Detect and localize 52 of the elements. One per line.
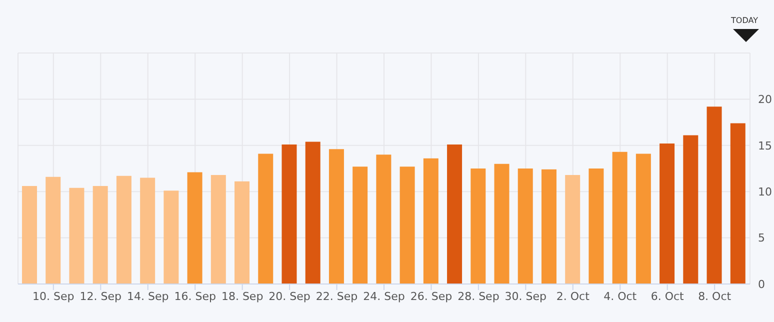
x-tick-label: 28. Sep xyxy=(458,290,500,303)
x-tick-label: 22. Sep xyxy=(316,290,358,303)
x-tick-label: 6. Oct xyxy=(650,290,685,303)
bar xyxy=(565,174,580,284)
bar xyxy=(494,164,510,284)
y-tick-label: 15 xyxy=(758,139,772,152)
y-tick-label: 10 xyxy=(758,186,772,199)
bar xyxy=(730,123,746,284)
bar xyxy=(258,154,274,284)
bar xyxy=(92,186,108,284)
y-tick-label: 20 xyxy=(758,93,772,106)
bar xyxy=(612,152,628,284)
bar xyxy=(636,154,651,284)
bar xyxy=(328,149,344,284)
x-tick-label: 18. Sep xyxy=(221,290,264,303)
bar xyxy=(376,154,392,284)
x-tick-label: 12. Sep xyxy=(80,290,122,303)
bar xyxy=(46,176,61,284)
x-tick-label: 24. Sep xyxy=(363,290,405,303)
x-tick-label: 4. Oct xyxy=(604,290,638,303)
text: TODAY xyxy=(731,16,758,25)
bar xyxy=(69,188,84,284)
bar xyxy=(22,186,37,284)
bar xyxy=(518,168,533,284)
y-tick-label: 5 xyxy=(758,232,765,245)
bar xyxy=(116,176,132,284)
x-tick-label: 26. Sep xyxy=(410,290,452,303)
x-tick-label: 16. Sep xyxy=(174,290,216,303)
x-tick-label: 8. Oct xyxy=(698,290,732,303)
bar xyxy=(400,166,415,284)
bar xyxy=(660,144,675,284)
bar xyxy=(210,174,226,284)
bar xyxy=(282,144,297,284)
x-tick-label: 14. Sep xyxy=(127,290,169,303)
y-tick-label: 0 xyxy=(758,278,765,291)
bar xyxy=(305,142,320,284)
x-tick-label: 2. Oct xyxy=(556,290,590,303)
bar xyxy=(588,168,604,284)
bar xyxy=(352,166,368,284)
bar xyxy=(187,172,202,284)
bar xyxy=(447,144,462,284)
x-tick-label: 10. Sep xyxy=(32,290,74,303)
bar xyxy=(140,178,156,284)
x-tick-label: 30. Sep xyxy=(504,290,547,303)
bar xyxy=(470,168,486,284)
bar xyxy=(541,169,556,284)
bar xyxy=(164,190,179,284)
bar xyxy=(706,106,722,284)
bar xyxy=(683,135,698,284)
bar xyxy=(423,158,438,284)
x-tick-label: 20. Sep xyxy=(268,290,310,303)
bar xyxy=(234,181,250,284)
